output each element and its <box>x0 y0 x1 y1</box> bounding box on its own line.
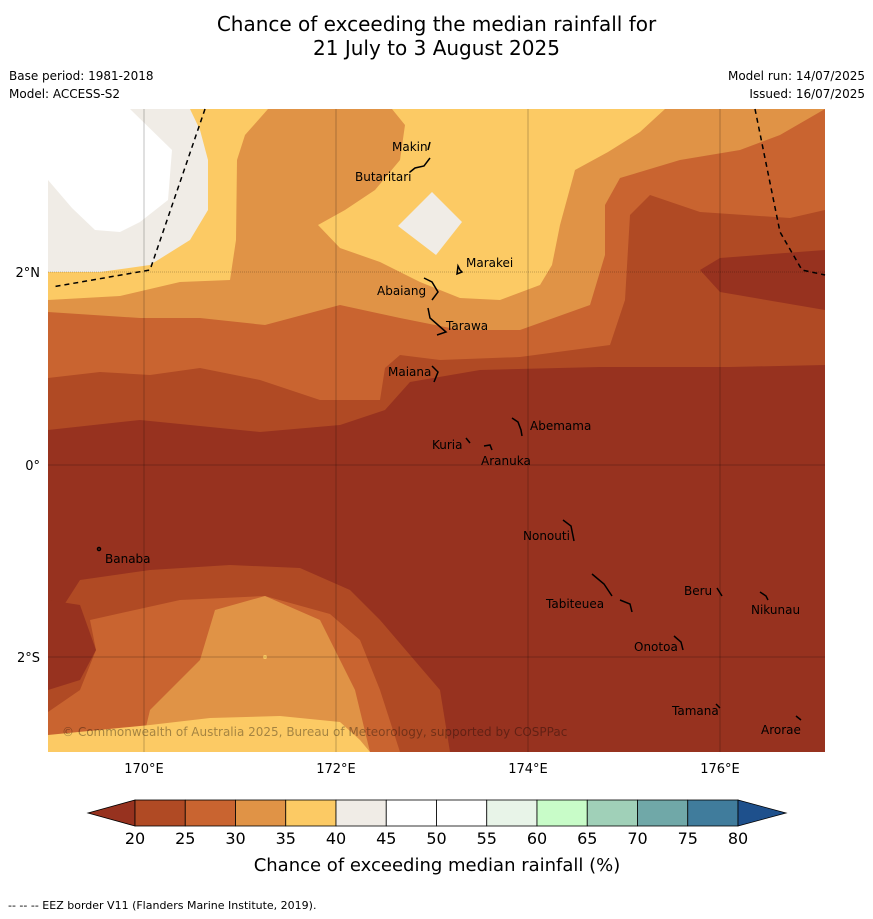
small-dot <box>263 655 267 659</box>
label-beru: Beru <box>684 584 712 598</box>
colorbar-over-triangle <box>737 799 788 827</box>
label-nikunau: Nikunau <box>751 603 800 617</box>
colorbar-bin <box>687 799 739 827</box>
colorbar-bin <box>285 799 337 827</box>
tick-176e: 176°E <box>700 762 740 777</box>
tick-172e: 172°E <box>316 762 356 777</box>
colorbar-under-triangle <box>86 799 136 827</box>
colorbar-tick-label: 55 <box>477 829 497 848</box>
title-line-2: 21 July to 3 August 2025 <box>313 36 560 60</box>
label-aranuka: Aranuka <box>481 454 531 468</box>
colorbar-tick-label: 45 <box>376 829 396 848</box>
map-title: Chance of exceeding the median rainfall … <box>0 12 873 60</box>
colorbar-bin <box>486 799 538 827</box>
latitude-ticks: 2°N 0° 2°S <box>16 266 41 666</box>
eez-border <box>51 108 826 288</box>
label-tabiteuea: Tabiteuea <box>545 597 604 611</box>
colorbar-bin <box>436 799 488 827</box>
label-maiana: Maiana <box>388 365 431 379</box>
colorbar-tick-label: 50 <box>426 829 446 848</box>
colorbar-tick-label: 80 <box>728 829 748 848</box>
tick-2n: 2°N <box>16 266 41 281</box>
zone-sw-under-20 <box>48 600 96 690</box>
colorbar-tick-label: 70 <box>627 829 647 848</box>
label-abemama: Abemama <box>530 419 591 433</box>
model-run: Model run: 14/07/2025 <box>727 69 865 83</box>
label-makin: Makin <box>392 140 428 154</box>
issued-date: Issued: 16/07/2025 <box>749 87 865 101</box>
label-kuria: Kuria <box>432 438 463 452</box>
colorbar-tick-label: 60 <box>527 829 547 848</box>
tick-2s: 2°S <box>17 651 40 666</box>
label-tamana: Tamana <box>671 704 719 718</box>
tick-174e: 174°E <box>508 762 548 777</box>
label-arorae: Arorae <box>761 723 801 737</box>
colorbar-tick-label: 65 <box>577 829 597 848</box>
eez-footnote: -- -- -- EEZ border V11 (Flanders Marine… <box>8 899 317 912</box>
tick-0: 0° <box>25 459 40 474</box>
label-onotoa: Onotoa <box>634 640 678 654</box>
label-nonouti: Nonouti <box>523 529 570 543</box>
title-line-1: Chance of exceeding the median rainfall … <box>216 12 657 36</box>
colorbar-tick-label: 40 <box>326 829 346 848</box>
zone-45-50 <box>48 109 172 232</box>
colorbar-label: Chance of exceeding median rainfall (%) <box>254 855 621 876</box>
island-labels: Makin Butaritari Marakei Abaiang Tarawa … <box>105 140 801 737</box>
graticule <box>48 109 825 752</box>
colorbar-bin <box>134 799 186 827</box>
islands <box>96 141 802 721</box>
tick-170e: 170°E <box>124 762 164 777</box>
label-banaba: Banaba <box>105 552 151 566</box>
colorbar-bin <box>637 799 689 827</box>
colorbar-bin <box>235 799 287 827</box>
colorbar-tick-label: 35 <box>276 829 296 848</box>
label-tarawa: Tarawa <box>445 319 488 333</box>
label-marakei: Marakei <box>466 256 513 270</box>
zone-south-35-40 <box>48 716 370 752</box>
colorbar-bin <box>184 799 236 827</box>
meta-left: Base period: 1981-2018 Model: ACCESS-S2 <box>9 67 154 103</box>
colorbar-tick-label: 25 <box>175 829 195 848</box>
colorbar-bin <box>536 799 588 827</box>
colorbar-tick-label: 30 <box>225 829 245 848</box>
colorbar-bin <box>385 799 437 827</box>
colorbar-bin <box>335 799 387 827</box>
zone-south-30-35 <box>140 596 370 752</box>
rainfall-map <box>48 109 825 752</box>
zone-40-45-inner <box>398 192 462 255</box>
colorbar-tick-label: 20 <box>125 829 145 848</box>
label-abaiang: Abaiang <box>377 284 426 298</box>
colorbar-tick-label: 75 <box>678 829 698 848</box>
label-butaritari: Butaritari <box>355 170 412 184</box>
model-name: Model: ACCESS-S2 <box>9 87 121 101</box>
base-period: Base period: 1981-2018 <box>9 69 154 83</box>
colorbar-bin <box>586 799 638 827</box>
colorbar-ticks: 20 25 30 35 40 45 50 55 60 65 70 75 80 <box>125 829 748 848</box>
longitude-ticks: 170°E 172°E 174°E 176°E <box>124 762 740 777</box>
colorbar: 20 25 30 35 40 45 50 55 60 65 70 75 80 Chance of exc… <box>86 799 788 876</box>
zone-small <box>94 160 105 178</box>
meta-right: Model run: 14/07/2025 Issued: 16/07/2025 <box>728 67 865 103</box>
colorbar-bins <box>134 799 739 827</box>
copyright-note: © Commonwealth of Australia 2025, Bureau… <box>62 725 567 739</box>
